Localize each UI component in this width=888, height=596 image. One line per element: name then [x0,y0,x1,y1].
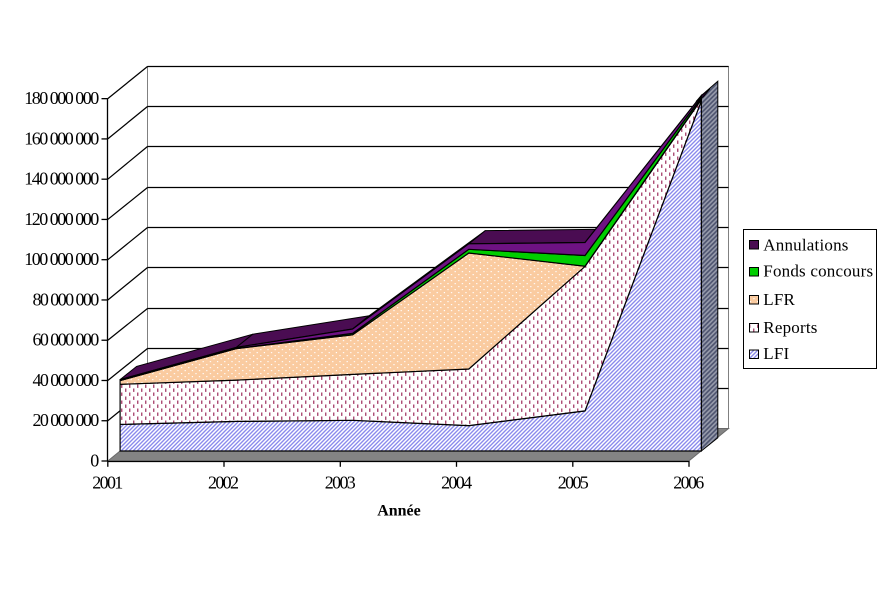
svg-text:2001: 2001 [92,473,123,493]
svg-text:LFR: LFR [763,290,795,309]
svg-text:60 000 000: 60 000 000 [33,330,100,350]
svg-text:20 000 000: 20 000 000 [33,410,100,430]
svg-text:Année: Année [377,502,421,519]
svg-text:40 000 000: 40 000 000 [33,370,100,390]
svg-text:2006: 2006 [673,473,704,493]
svg-text:160 000 000: 160 000 000 [24,128,99,148]
svg-text:2005: 2005 [558,473,589,493]
svg-text:0: 0 [90,450,99,470]
svg-text:100 000 000: 100 000 000 [24,249,99,269]
svg-text:80 000 000: 80 000 000 [33,289,100,309]
svg-text:120 000 000: 120 000 000 [24,209,99,229]
svg-text:140 000 000: 140 000 000 [24,169,99,189]
svg-text:180 000 000: 180 000 000 [24,88,99,108]
svg-text:Fonds concours: Fonds concours [763,261,873,280]
svg-text:Reports: Reports [763,318,817,337]
svg-text:2004: 2004 [441,473,472,493]
svg-text:Annulations: Annulations [763,235,848,254]
svg-text:2002: 2002 [208,473,239,493]
svg-text:2003: 2003 [325,473,356,493]
svg-text:LFI: LFI [763,344,789,363]
